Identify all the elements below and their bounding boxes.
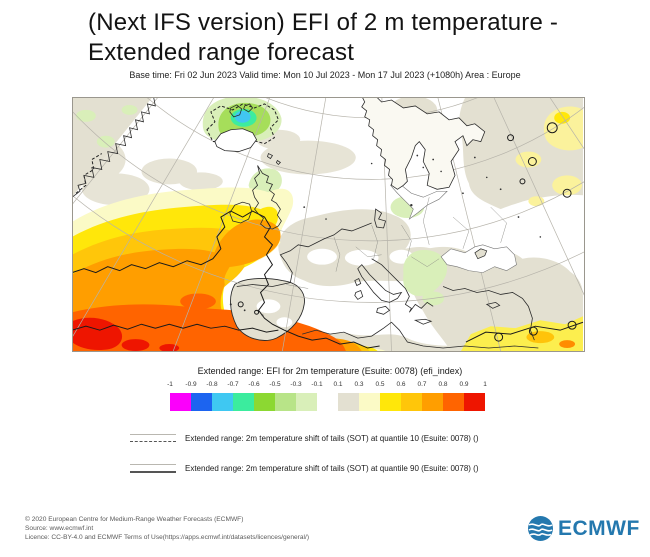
coastlines xyxy=(73,98,539,349)
sot90-line-sample xyxy=(130,462,176,476)
colorbar-cell xyxy=(233,393,254,411)
colorbar-tick: -0.8 xyxy=(206,381,218,388)
colorbar-tick: 1 xyxy=(483,381,487,388)
colorbar-title: Extended range: EFI for 2m temperature (… xyxy=(197,366,463,376)
colorbar xyxy=(170,393,485,411)
colorbar-cell xyxy=(401,393,422,411)
footer-source: Source: www.ecmwf.int xyxy=(25,525,94,533)
colorbar-tick: 0.5 xyxy=(375,381,385,388)
colorbar-tick: 0.6 xyxy=(396,381,406,388)
sot10-contours xyxy=(75,103,279,194)
sot90-label: Extended range: 2m temperature shift of … xyxy=(185,464,479,473)
sot10-label: Extended range: 2m temperature shift of … xyxy=(185,434,479,443)
sot90-contours xyxy=(73,122,584,349)
colorbar-tick: 0.1 xyxy=(333,381,343,388)
colorbar-cell xyxy=(317,393,338,411)
efi-map-svg xyxy=(73,98,584,351)
white-patches xyxy=(307,197,583,266)
footer-attribution: © 2020 European Centre for Medium-Range … xyxy=(25,515,309,543)
base-valid-time-line: Base time: Fri 02 Jun 2023 Valid time: M… xyxy=(129,70,521,80)
efi-map xyxy=(72,97,585,352)
colorbar-cell xyxy=(170,393,191,411)
ecmwf-logo-text: ECMWF xyxy=(558,516,640,540)
colorbar-tick: -0.9 xyxy=(185,381,197,388)
colorbar-cell xyxy=(464,393,485,411)
colorbar-tick: -0.3 xyxy=(290,381,302,388)
colorbar-cell xyxy=(254,393,275,411)
colorbar-tick: 0.7 xyxy=(417,381,427,388)
footer-licence: Licence: CC-BY-4.0 and ECMWF Terms of Us… xyxy=(25,534,310,542)
colorbar-cell xyxy=(338,393,359,411)
colorbar-cell xyxy=(443,393,464,411)
map-specks xyxy=(229,154,542,317)
colorbar-ticks: -1 -0.9 -0.8 -0.7 -0.6 -0.5 -0.3 -0.1 0.1 0.3 0.5 0… xyxy=(167,381,487,390)
colorbar-tick: -0.1 xyxy=(311,381,323,388)
sot10-thin-line xyxy=(130,434,176,435)
colorbar-tick: -0.6 xyxy=(248,381,260,388)
page-title-line2: Extended range forecast xyxy=(88,39,355,66)
ecmwf-logo: ECMWF xyxy=(527,515,640,542)
ecmwf-logo-icon xyxy=(528,516,553,541)
country-borders xyxy=(286,197,507,289)
colorbar-tick: -0.7 xyxy=(227,381,239,388)
iberia-white-patches xyxy=(256,299,293,328)
sot90-thin-line xyxy=(130,464,176,465)
colorbar-cell xyxy=(359,393,380,411)
sot10-dashed-line xyxy=(130,441,176,442)
colorbar-tick: -0.5 xyxy=(269,381,281,388)
colorbar-tick: -1 xyxy=(167,381,173,388)
colorbar-cell xyxy=(212,393,233,411)
sot10-line-sample xyxy=(130,432,176,446)
page-title-line1: (Next IFS version) EFI of 2 m temperatur… xyxy=(88,9,559,36)
colorbar-tick: 0.3 xyxy=(354,381,364,388)
seas xyxy=(390,180,517,273)
page-title: (Next IFS version) EFI of 2 m temperatur… xyxy=(88,8,588,68)
colorbar-cell xyxy=(275,393,296,411)
yellow-patches-east xyxy=(460,106,583,351)
colorbar-cell xyxy=(380,393,401,411)
sot90-thick-line xyxy=(130,471,176,473)
colorbar-tick: 0.9 xyxy=(459,381,469,388)
footer-copyright: © 2020 European Centre for Medium-Range … xyxy=(25,516,244,523)
colorbar-cell xyxy=(296,393,317,411)
colorbar-cell xyxy=(422,393,443,411)
colorbar-cell xyxy=(191,393,212,411)
colorbar-tick: 0.8 xyxy=(438,381,448,388)
